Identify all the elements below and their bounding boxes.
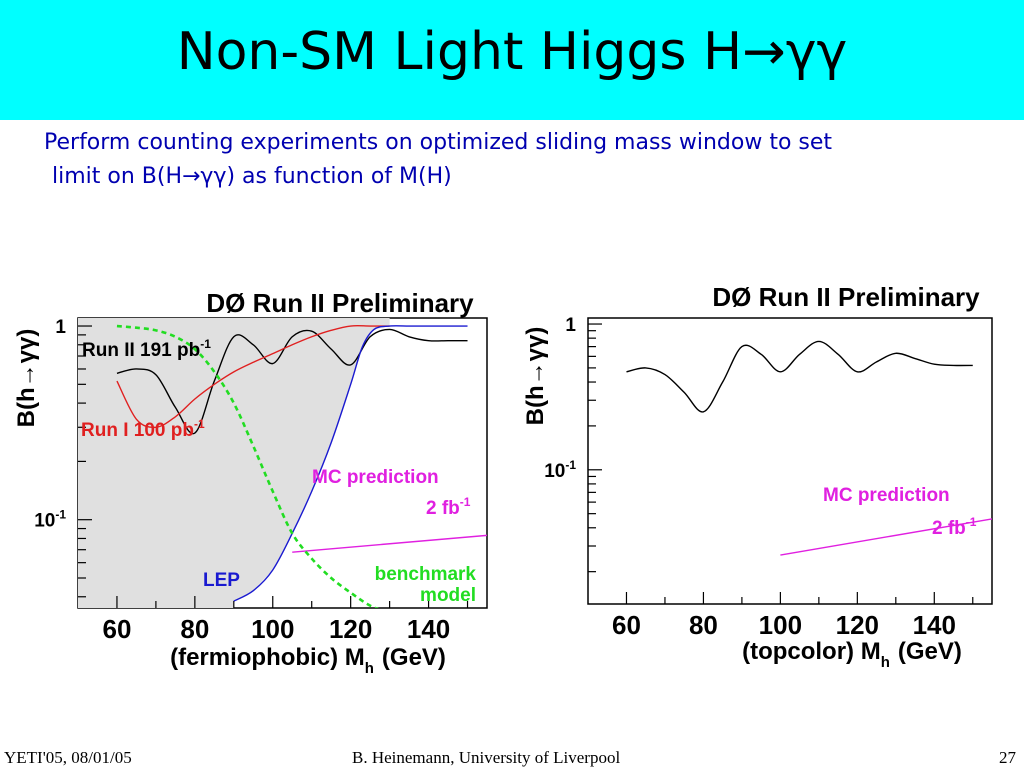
y-axis-label: B(h→γγ) [522,327,549,426]
chart-title: DØ Run II Preliminary [712,282,980,312]
mc-prediction-2-fb-curve [780,518,992,556]
model-label: model [420,585,476,606]
footer-center: B. Heinemann, University of Liverpool [352,748,621,767]
run1-label: Run I 100 pb-1 [81,417,205,441]
y-tick-label: 1 [55,317,66,338]
x-tick-label: 60 [102,614,131,644]
x-tick-label: 120 [836,610,879,640]
benchmark-label: benchmark [375,564,477,585]
x-tick-label: 120 [329,614,372,644]
x-axis-label: (topcolor) Mh (GeV) [742,638,962,671]
chart-title: DØ Run II Preliminary [206,288,474,318]
bullet-text: Perform counting experiments on optimize… [44,126,1004,194]
x-tick-label: 100 [251,614,294,644]
footer-left: YETI'05, 08/01/05 [4,748,132,767]
mc-lumi-label: 2 fb-1 [932,515,977,539]
slide-title: Non-SM Light Higgs H→γγ [176,22,848,82]
fermiophobic-limit-chart: DØ Run II Preliminary 60 80 100 120 140110-1… [13,288,488,677]
mc-prediction-2-fb-curve [292,534,487,553]
y-tick-label: 10-1 [544,458,576,482]
y-axis-label: B(h→γγ) [13,329,40,428]
footer-page-number: 27 [999,748,1016,767]
run2-label: Run II 191 pb-1 [82,337,211,361]
x-tick-label: 80 [689,610,718,640]
run-ii-191-pb-curve [116,328,468,435]
benchmark-model-curve [116,324,380,608]
title-bar [0,0,1024,120]
lep-curve [233,325,468,602]
lep-excluded-region [78,318,390,608]
run-ii-curve [626,340,973,413]
x-tick-label: 60 [612,610,641,640]
x-tick-label: 80 [180,614,209,644]
mc-prediction-label: MC prediction [823,485,950,506]
x-tick-label: 100 [759,610,802,640]
y-tick-label: 1 [565,315,576,336]
lep-label: LEP [203,570,240,591]
topcolor-limit-chart: DØ Run II Preliminary 60 80 100 120 140 1 10-1… [522,282,993,671]
x-axis-label: (fermiophobic) Mh (GeV) [170,644,446,677]
run-i-100-pb-curve [116,325,390,429]
plot-frame [587,317,993,605]
bullet-line-2: limit on B(H→γγ) as function of M(H) [52,164,452,189]
bullet-line-1: Perform counting experiments on optimize… [44,130,833,155]
x-tick-label: 140 [913,610,956,640]
x-tick-label: 140 [407,614,450,644]
mc-prediction-label: MC prediction [312,467,439,488]
